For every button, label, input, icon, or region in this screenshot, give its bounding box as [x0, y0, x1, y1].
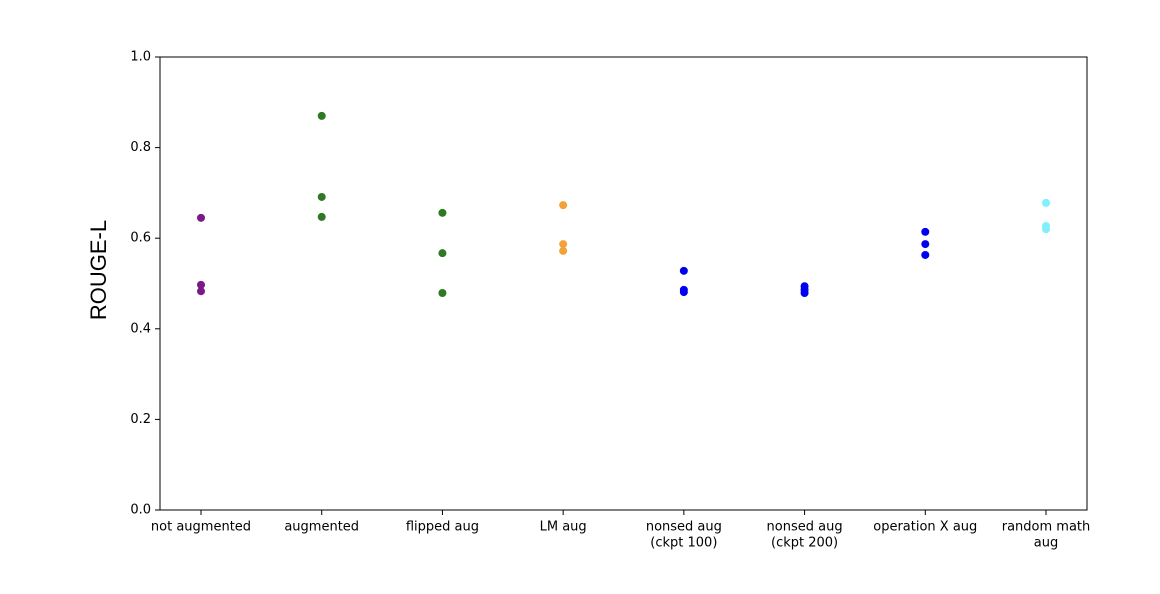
point	[679, 288, 688, 297]
point	[559, 246, 568, 255]
y-tick-label: 0.2	[130, 412, 151, 427]
x-tick-label: aug	[1034, 536, 1058, 551]
point	[438, 208, 447, 217]
y-axis-label: ROUGE-L	[86, 220, 111, 320]
y-tick-label: 0.6	[130, 231, 151, 246]
point	[800, 289, 809, 298]
point	[197, 280, 205, 289]
x-tick-label: (ckpt 200)	[771, 536, 838, 551]
point	[438, 249, 447, 258]
point	[559, 201, 568, 210]
x-tick-label: nonsed aug	[767, 520, 843, 535]
point	[921, 250, 930, 259]
plot-frame	[159, 56, 1088, 511]
point	[197, 287, 205, 296]
y-tick-label: 0.8	[130, 140, 151, 155]
point	[679, 266, 688, 275]
x-tick-label: augmented	[284, 520, 359, 535]
x-tick-label: LM aug	[540, 520, 587, 535]
point	[921, 227, 930, 236]
point	[921, 240, 930, 249]
y-tick-label: 0.0	[130, 503, 151, 518]
point	[438, 289, 447, 298]
point	[317, 192, 326, 201]
point	[317, 212, 326, 221]
point	[317, 111, 326, 120]
y-tick-label: 1.0	[130, 50, 151, 65]
x-tick-label: flipped aug	[406, 520, 479, 535]
point	[197, 213, 205, 222]
x-tick-label: operation X aug	[873, 520, 977, 535]
point	[1042, 225, 1050, 234]
point	[1042, 198, 1050, 207]
y-tick-label: 0.4	[130, 321, 151, 336]
x-tick-label: nonsed aug	[646, 520, 722, 535]
x-tick-label: random math	[1002, 520, 1091, 535]
point	[559, 240, 568, 249]
x-tick-label: not augmented	[151, 520, 251, 535]
x-tick-label: (ckpt 100)	[650, 536, 717, 551]
